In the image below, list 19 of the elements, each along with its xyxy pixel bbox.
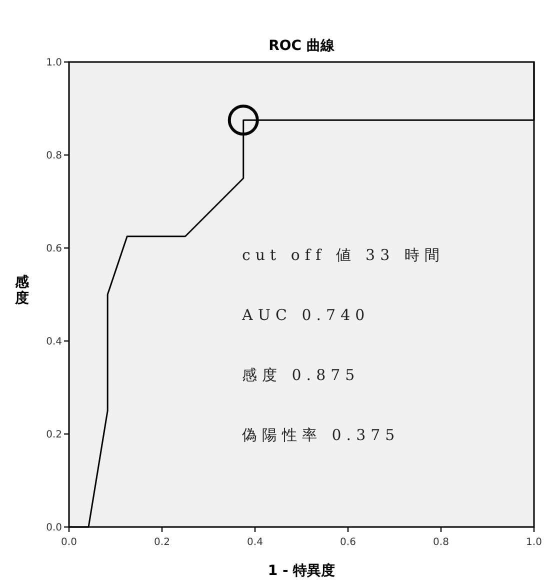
y-tick-label: 0.6 [46, 244, 62, 254]
y-tick-label: 0.4 [46, 336, 62, 348]
x-tick-label: 0.2 [154, 537, 170, 548]
y-tick-label: 0.0 [46, 522, 62, 534]
x-tick-label: 0.4 [247, 537, 263, 548]
x-tick-label: 0.8 [433, 537, 449, 548]
annotation: AUC 0.740 [241, 306, 370, 324]
x-tick-label: 1.0 [526, 537, 542, 548]
y-axis-title: 感度 [14, 274, 30, 306]
chart-title: ROC 曲線 [268, 38, 336, 54]
x-axis-title: 1 - 特異度 [268, 562, 336, 579]
y-tick-label: 0.2 [46, 430, 62, 440]
x-tick-label: 0.0 [61, 537, 77, 548]
y-tick-label: 0.8 [46, 150, 62, 162]
annotation: 感度 0.875 [242, 366, 360, 384]
annotation: 偽陽性率 0.375 [242, 426, 400, 444]
y-tick-label: 1.0 [46, 58, 62, 68]
annotation: cut off 値 33 時間 [242, 246, 444, 264]
x-tick-label: 0.6 [340, 537, 356, 548]
